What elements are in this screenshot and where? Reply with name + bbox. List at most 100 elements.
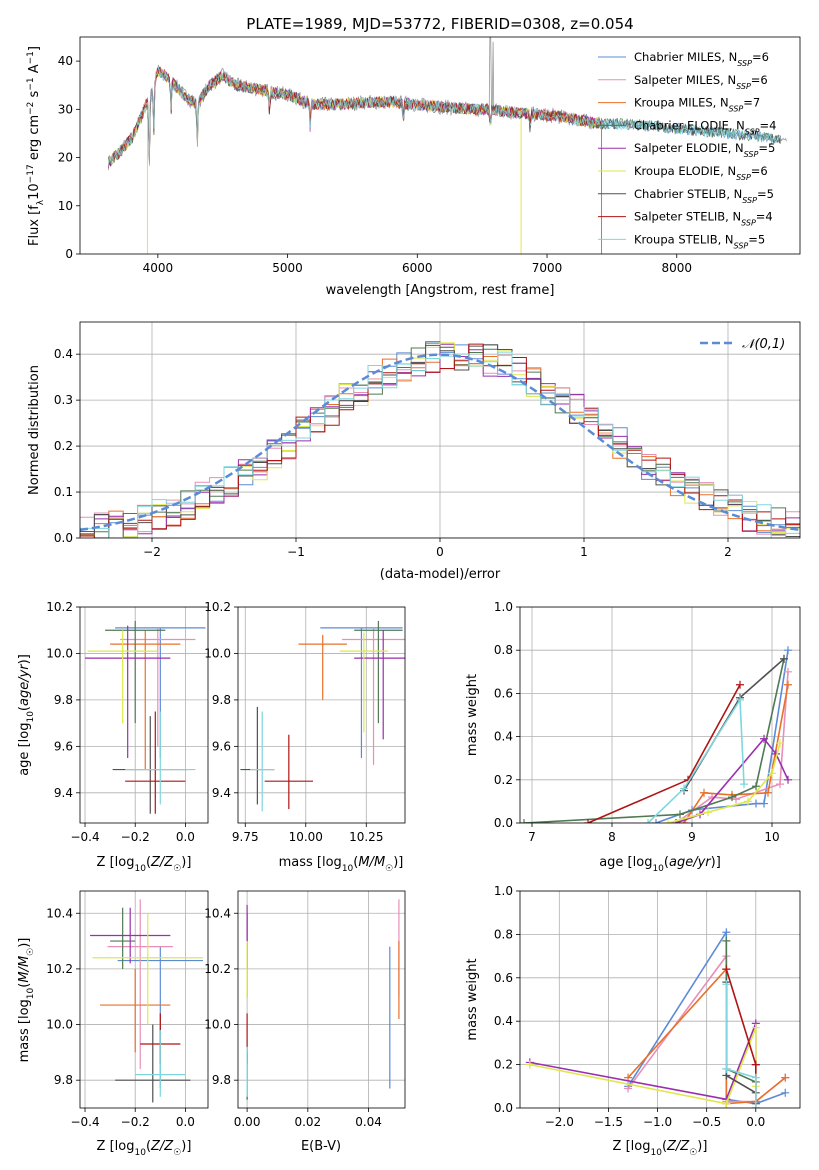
data-point-marker [784, 667, 792, 676]
legend-count: =5 [757, 187, 774, 201]
errorbar-point [90, 907, 171, 964]
label-part: mass [log [17, 999, 32, 1062]
y-axis-label: mass [log10(M/M☉)] [17, 938, 36, 1063]
x-tick-label: −0.2 [121, 1115, 150, 1129]
y-tick-label: 10.4 [204, 906, 231, 920]
legend-sub: SSP [741, 218, 756, 227]
y-tick-label: 30 [58, 102, 73, 116]
label-part: mass [log [279, 855, 342, 870]
chart-age_vs_Z: −0.4 −0.2 0.09.49.69.810.010.2Z [log10(Z/Z… [17, 600, 209, 874]
legend-label: 𝒩(0,1) [742, 337, 785, 352]
y-axis-label-group: Flux [fλ10−17 erg cm−2 s−1 A−1] [26, 46, 46, 246]
y-tick-label: 0.3 [54, 393, 73, 407]
axes-frame [79, 606, 209, 824]
data-point-marker [760, 734, 768, 743]
legend-sub: SSP [744, 150, 759, 159]
label-part: ( [353, 855, 358, 870]
label-part: )] [17, 938, 32, 948]
label-part: erg cm [27, 115, 42, 164]
figure-title: PLATE=1989, MJD=53772, FIBERID=0308, z=0… [246, 15, 633, 33]
errorbar-point [320, 627, 403, 758]
data-point-marker [736, 680, 744, 689]
label-part: ☉ [173, 1148, 181, 1158]
legend-label: Kroupa ELODIE, NSSP=6 [634, 164, 768, 182]
legend-label: Kroupa MILES, NSSP=7 [634, 96, 760, 114]
label-part: Z [log [97, 855, 135, 870]
plot-area-spectrum [108, 37, 787, 254]
legend-sub: SSP [729, 104, 744, 113]
label-part: ☉ [173, 864, 181, 874]
x-axis-label: age [log10(age/yr)] [599, 855, 721, 874]
label-part: 10 [342, 864, 354, 874]
data-point-marker [751, 1104, 760, 1108]
model-spectrum-line [108, 66, 603, 167]
data-point-marker [700, 788, 708, 797]
series-line [647, 697, 745, 823]
label-part: ( [146, 855, 151, 870]
y-tick-label: 9.6 [212, 739, 231, 753]
legend-label: Kroupa STELIB, NSSP=5 [634, 232, 765, 250]
legend-sub: SSP [737, 59, 752, 68]
label-part: 10 [134, 1148, 146, 1158]
legend-count: =6 [751, 73, 768, 87]
x-axis-label: wavelength [Angstrom, rest frame] [326, 283, 555, 298]
legend-label: Salpeter MILES, NSSP=6 [634, 73, 768, 91]
errorbar-point [120, 627, 196, 747]
y-tick-label: 9.8 [54, 1073, 73, 1087]
y-tick-label: 0.0 [494, 1101, 513, 1115]
plot-area-mass_weight_vs_age [520, 607, 800, 823]
y-tick-label: 10.2 [46, 600, 73, 614]
legend-label: Chabrier ELODIE, NSSP=4 [634, 118, 776, 136]
chart-spectrum: 4000 5000 6000 7000 8000 0 10 20 30 40 Chabrier MI… [26, 36, 801, 298]
x-tick-label: −2.0 [545, 1115, 574, 1129]
legend-name: Salpeter MILES, N [634, 73, 736, 87]
axes-frame [237, 606, 406, 824]
errorbar-point [105, 620, 166, 724]
errorbar-point [92, 913, 203, 1025]
label-part: ( [17, 706, 32, 711]
label-part: 10 [650, 1148, 662, 1158]
data-point-marker [744, 797, 752, 806]
series-line [725, 984, 757, 1108]
data-point-marker [784, 680, 792, 689]
legend-count: =5 [748, 232, 765, 246]
label-part: ( [146, 1139, 151, 1154]
y-tick-label: 10.2 [204, 600, 231, 614]
x-tick-label: 9.75 [232, 830, 259, 844]
errorbar-point [250, 711, 275, 812]
y-tick-label: 10.0 [46, 646, 73, 660]
y-tick-label: 0 [65, 247, 73, 261]
data-point-marker [525, 1060, 534, 1069]
data-point-marker [784, 646, 792, 655]
label-part: ☉ [689, 1148, 697, 1158]
y-tick-label: 0.0 [494, 816, 513, 830]
errorbar-point [87, 630, 158, 724]
errorbar-point [264, 734, 314, 810]
errorbar-point [100, 968, 171, 1053]
data-point-marker [768, 769, 776, 778]
data-point-marker [781, 1088, 790, 1097]
label-part: A [27, 64, 42, 77]
label-part: age [log [599, 855, 652, 870]
x-axis-label: Z [log10(Z/Z☉)] [613, 1139, 708, 1158]
label-part: Z [log [613, 1139, 651, 1154]
y-tick-label: 9.8 [54, 693, 73, 707]
x-tick-label: 8000 [661, 261, 692, 275]
label-part: ( [17, 983, 32, 988]
x-tick-label: 0.0 [746, 1115, 765, 1129]
legend-count: =4 [760, 118, 777, 132]
data-point-marker [644, 819, 652, 823]
data-point-marker [680, 784, 688, 793]
x-tick-label: 0.02 [294, 1115, 321, 1129]
x-tick-label: 5000 [272, 261, 303, 275]
label-part: ( [664, 855, 669, 870]
data-point-marker [676, 810, 684, 819]
x-axis-label: E(B-V) [301, 1139, 341, 1154]
axes-frame [237, 890, 406, 1109]
label-part: Z/Z [666, 1139, 690, 1154]
y-tick-label: 9.4 [54, 786, 73, 800]
errorbar-point [298, 634, 347, 700]
label-part: )] [181, 855, 191, 870]
y-tick-label: 0.2 [54, 439, 73, 453]
legend-sub: SSP [736, 81, 751, 90]
